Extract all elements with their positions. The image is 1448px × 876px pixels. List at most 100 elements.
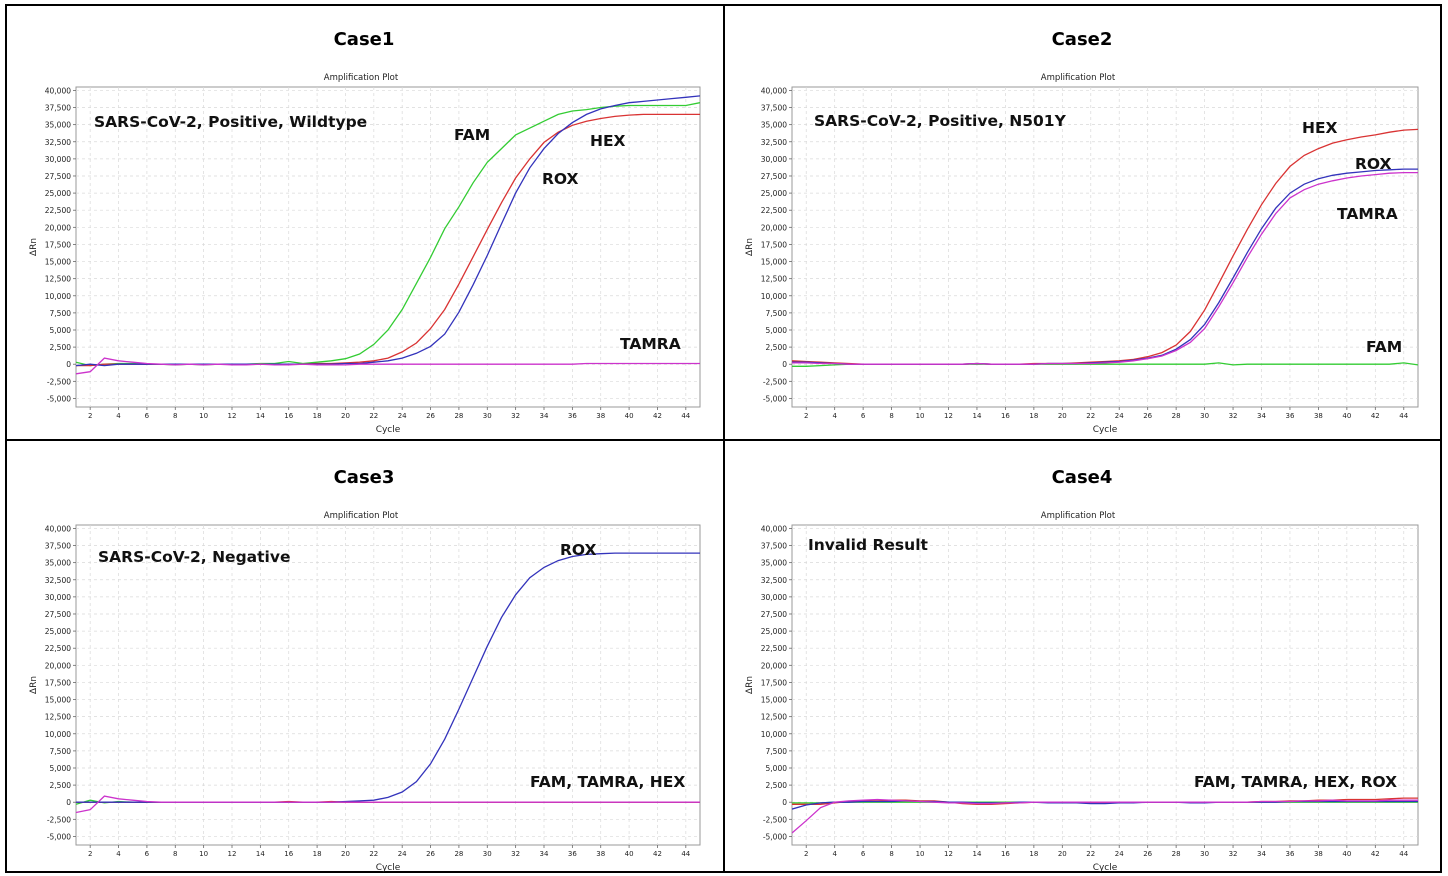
y-tick-label: 5,000 [766,326,788,335]
x-tick-label: 6 [145,412,150,420]
y-tick-label: 25,000 [45,627,71,636]
y-tick-label: 30,000 [45,155,71,164]
x-tick-label: 34 [1257,850,1266,858]
y-tick-label: 40,000 [761,86,787,95]
x-tick-label: 4 [116,412,121,420]
y-axis-label: ΔRn [29,238,39,256]
panel-case3: Case3 Amplification Plot 40,000 37,500 35,00… [29,467,701,873]
case-title: Case1 [334,29,395,50]
y-tick-label: 40,000 [45,524,71,533]
x-tick-label: 20 [341,850,350,858]
x-tick-label: 10 [916,412,925,420]
y-tick-label: 15,000 [761,696,787,705]
x-tick-label: 20 [341,412,350,420]
x-tick-label: 12 [944,850,953,858]
case-title: Case4 [1052,467,1113,488]
y-tick-label: 7,500 [50,309,72,318]
y-tick-label: 20,000 [45,661,71,670]
case-title: Case3 [334,467,395,488]
series-label: FAM [454,126,490,144]
case-annotation: Invalid Result [808,536,929,554]
y-tick-label: 35,000 [45,559,71,568]
x-tick-label: 6 [861,412,866,420]
x-tick-label: 40 [1342,850,1351,858]
x-tick-label: 38 [596,412,605,420]
y-tick-label: 40,000 [45,86,71,95]
y-tick-label: 35,000 [45,121,71,130]
x-tick-label: 42 [653,850,662,858]
y-tick-label: 10,000 [45,292,71,301]
y-tick-label: -5,000 [47,832,71,841]
y-tick-label: 32,500 [45,576,71,585]
y-tick-label: 27,500 [761,610,787,619]
x-axis-label: Cycle [1093,425,1118,435]
series-label: ROX [542,170,579,188]
y-tick-label: 30,000 [761,155,787,164]
x-tick-label: 22 [1086,850,1095,858]
x-tick-label: 36 [1285,850,1294,858]
x-tick-label: 32 [511,412,520,420]
y-axis-label: ΔRn [745,238,755,256]
x-tick-label: 28 [454,850,463,858]
x-tick-label: 10 [199,412,208,420]
y-tick-label: 2,500 [766,781,788,790]
y-tick-label: 12,500 [45,713,71,722]
y-tick-label: 25,000 [761,189,787,198]
x-tick-label: 40 [625,412,634,420]
x-tick-label: 22 [369,850,378,858]
x-tick-label: 34 [540,412,549,420]
series-line-tamra [76,795,700,814]
x-tick-label: 38 [1314,850,1323,858]
y-tick-label: 25,000 [45,189,71,198]
x-tick-label: 18 [1029,412,1038,420]
y-tick-label: 27,500 [45,610,71,619]
x-tick-label: 16 [1001,850,1010,858]
x-axis-label: Cycle [376,863,401,873]
y-tick-label: 37,500 [761,104,787,113]
y-tick-label: 5,000 [50,764,72,773]
x-tick-label: 40 [625,850,634,858]
y-tick-label: -5,000 [763,832,787,841]
y-tick-label: 20,000 [45,223,71,232]
x-tick-label: 6 [861,850,866,858]
y-tick-label: 32,500 [761,138,787,147]
y-tick-label: 22,500 [761,644,787,653]
series-line-tamra [76,357,700,375]
x-tick-label: 30 [483,412,492,420]
y-tick-label: 30,000 [45,593,71,602]
plot-area [791,86,1419,408]
x-tick-label: 2 [88,412,92,420]
x-tick-label: 30 [483,850,492,858]
plot-title: Amplification Plot [1041,511,1116,521]
y-tick-label: 12,500 [761,275,787,284]
y-tick-label: 20,000 [761,661,787,670]
x-tick-label: 38 [1314,412,1323,420]
x-tick-label: 44 [1399,850,1408,858]
y-tick-label: 12,500 [761,713,787,722]
x-tick-label: 26 [426,850,435,858]
x-axis-label: Cycle [1093,863,1118,873]
x-tick-label: 42 [653,412,662,420]
x-tick-label: 44 [681,412,690,420]
y-tick-label: -2,500 [47,815,71,824]
plot-title: Amplification Plot [324,511,399,521]
x-tick-label: 32 [1229,412,1238,420]
x-tick-label: 8 [889,850,893,858]
x-tick-label: 14 [256,412,265,420]
x-tick-label: 12 [944,412,953,420]
x-tick-label: 28 [454,412,463,420]
x-tick-label: 44 [681,850,690,858]
series-label: HEX [1302,119,1338,137]
panel-case1: Case1 Amplification Plot 40,000 37,500 35,00… [29,29,701,435]
y-tick-label: 40,000 [761,524,787,533]
y-tick-label: 0 [66,798,71,807]
x-tick-label: 28 [1172,850,1181,858]
x-tick-label: 14 [972,412,981,420]
y-tick-label: 5,000 [766,764,788,773]
panel-case4: Case4 Amplification Plot 40,000 37,500 35,00… [745,467,1419,873]
x-tick-label: 36 [1285,412,1294,420]
y-tick-label: 27,500 [45,172,71,181]
series-label: FAM, TAMRA, HEX [530,773,685,791]
series-label: ROX [1355,155,1392,173]
y-tick-label: 37,500 [45,104,71,113]
